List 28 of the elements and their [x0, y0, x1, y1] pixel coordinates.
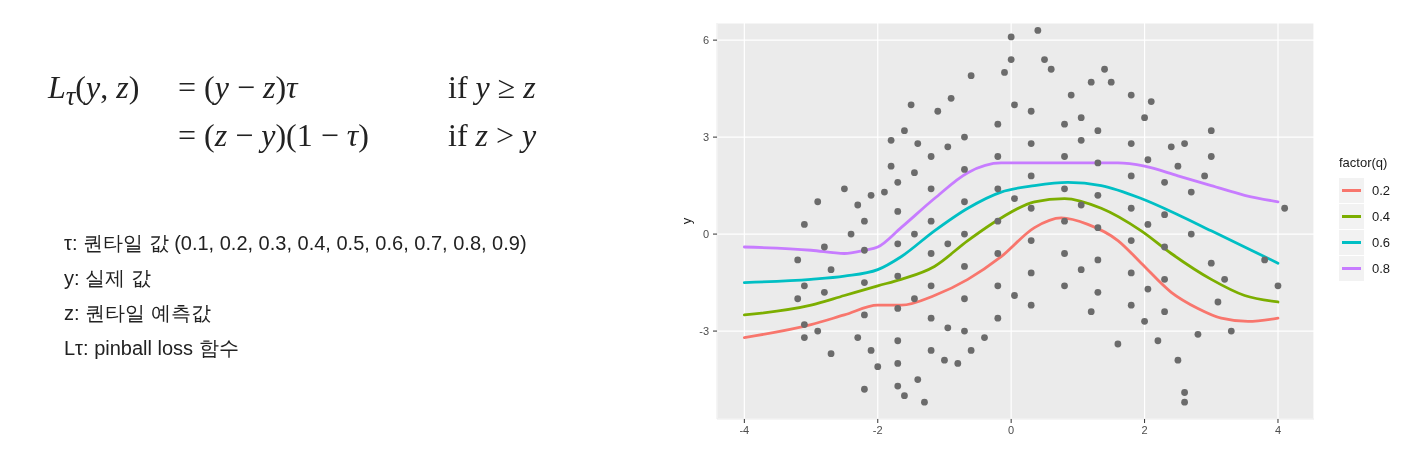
legend-title: factor(q): [1339, 155, 1389, 171]
line-series: [742, 197, 1280, 317]
x-tick-label: 2: [1141, 423, 1148, 436]
x-tick-label: -2: [872, 423, 883, 436]
y-tick-label: 3: [702, 131, 709, 144]
line-series: [742, 216, 1280, 339]
y-axis-title: y: [678, 217, 694, 225]
y-tick-label: 6: [702, 34, 709, 47]
text: z: 퀀타일 예측값: [64, 301, 211, 326]
legend-label: 0.4: [1372, 208, 1391, 224]
x-tick-label: -4: [739, 423, 750, 436]
legend-label: 0.8: [1372, 260, 1391, 276]
text: if y ≥ z: [448, 68, 536, 107]
x-tick-label: 0: [1008, 423, 1015, 436]
text: Lτ: pinball loss 함수: [64, 336, 239, 361]
line-series: [742, 180, 1280, 284]
x-tick-label: 4: [1274, 423, 1282, 436]
line-series: [742, 161, 1280, 255]
y-tick-label: 0: [702, 228, 709, 240]
legend-label: 0.2: [1372, 182, 1391, 198]
text: y: 실제 값: [64, 266, 151, 291]
text: if z > y: [448, 116, 537, 155]
legend-label: 0.6: [1372, 234, 1391, 250]
text: = (y − z)τ: [178, 68, 298, 107]
text: = (z − y)(1 − τ): [178, 116, 369, 155]
y-tick-label: -3: [699, 324, 709, 337]
text: L$_{τ}$(y, z): [48, 68, 140, 114]
text: τ: 퀀타일 값 (0.1, 0.2, 0.3, 0.4, 0.5, 0.6, 0.7, 0.8, 0.9): [64, 231, 527, 256]
